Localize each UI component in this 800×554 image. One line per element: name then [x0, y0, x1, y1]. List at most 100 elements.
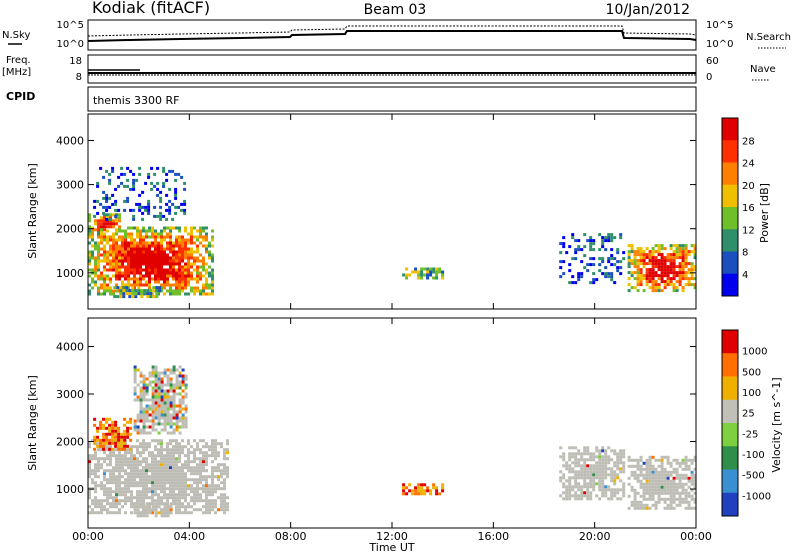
heat-cell [678, 268, 682, 272]
heat-cell [144, 181, 148, 185]
heat-cell [124, 502, 127, 506]
heat-cell [184, 484, 187, 488]
heat-cell [226, 457, 229, 461]
heat-cell [145, 247, 148, 251]
time-tick-label: 04:00 [173, 530, 205, 543]
heat-cell [187, 268, 190, 272]
heat-cell [166, 241, 169, 245]
heat-cell [178, 505, 181, 509]
heat-cell [148, 235, 151, 239]
heat-cell [657, 479, 661, 483]
heat-cell [669, 280, 673, 284]
heat-cell [157, 469, 160, 473]
heat-cell [181, 448, 184, 452]
heat-cell [693, 265, 697, 269]
heat-cell [190, 472, 193, 476]
heat-cell [129, 420, 133, 424]
heat-cell [103, 265, 106, 269]
heat-cell [124, 481, 127, 485]
heat-cell [175, 469, 178, 473]
heat-cell [684, 500, 688, 504]
heat-cell [211, 451, 214, 455]
heat-cell [163, 392, 167, 396]
heat-cell [645, 497, 649, 501]
date-title: 10/Jan/2012 [606, 2, 690, 18]
heat-cell [130, 238, 133, 242]
heat-cell [178, 404, 182, 408]
heat-cell [91, 250, 94, 254]
heat-cell [130, 454, 133, 458]
heat-cell [142, 460, 145, 464]
heat-cell [577, 470, 581, 474]
heat-cell [106, 508, 109, 512]
heat-cell [604, 494, 608, 498]
heat-cell [130, 283, 133, 287]
heat-cell [690, 277, 694, 281]
heat-cell [169, 265, 172, 269]
heat-cell [604, 464, 608, 468]
heat-cell [145, 392, 149, 396]
heat-cell [148, 241, 151, 245]
heat-cell [562, 464, 566, 468]
heat-cell [112, 241, 115, 245]
heat-cell [598, 233, 602, 237]
heat-cell [111, 420, 115, 424]
heat-cell [115, 283, 118, 287]
heat-cell [124, 274, 127, 278]
heat-cell [153, 205, 157, 209]
heat-cell [166, 383, 170, 387]
heat-cell [128, 289, 132, 293]
heat-cell [94, 228, 97, 232]
heat-cell [619, 272, 623, 276]
heat-cell [178, 416, 182, 420]
heat-cell [166, 235, 169, 239]
heat-cell [109, 268, 112, 272]
heat-cell [121, 463, 124, 467]
heat-cell [156, 181, 160, 185]
heat-cell [190, 511, 193, 515]
heat-cell [568, 467, 572, 471]
heat-cell [151, 235, 154, 239]
heat-cell [678, 485, 682, 489]
heat-cell [159, 190, 163, 194]
heat-cell [633, 497, 637, 501]
heat-cell [604, 485, 608, 489]
heat-cell [114, 438, 118, 442]
heat-cell [130, 493, 133, 497]
heat-cell [96, 429, 100, 433]
heat-cell [205, 277, 208, 281]
heat-cell [589, 245, 593, 249]
heat-cell [190, 256, 193, 260]
heat-cell [595, 473, 599, 477]
heat-cell [208, 454, 211, 458]
heat-cell [562, 245, 566, 249]
heat-cell [139, 401, 143, 405]
heat-cell [583, 464, 587, 468]
heat-cell [141, 190, 145, 194]
heat-cell [169, 268, 172, 272]
heat-cell [163, 368, 167, 372]
heat-cell [130, 511, 133, 515]
heat-cell [145, 404, 149, 408]
heat-cell [151, 475, 154, 479]
heat-cell [175, 289, 178, 293]
heat-cell [163, 253, 166, 257]
heat-cell [187, 463, 190, 467]
heat-cell [100, 238, 103, 242]
heat-cell [568, 245, 572, 249]
heat-cell [136, 511, 140, 515]
heat-cell [595, 278, 599, 282]
heat-cell [639, 455, 643, 459]
heat-cell [663, 485, 667, 489]
heat-cell [148, 380, 152, 384]
heat-cell [152, 286, 156, 290]
heat-cell [669, 506, 673, 510]
heat-cell [168, 187, 172, 191]
heat-cell [598, 479, 602, 483]
heat-cell [220, 496, 223, 500]
heat-cell [163, 280, 166, 284]
heat-cell [169, 368, 173, 372]
heat-cell [684, 506, 688, 510]
heat-cell [660, 289, 664, 293]
heat-cell [142, 425, 146, 429]
